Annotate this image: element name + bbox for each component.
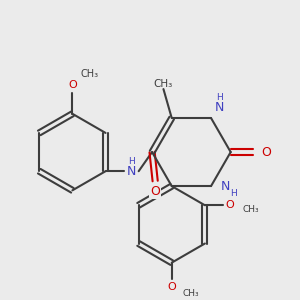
Text: N: N [221,180,230,193]
Text: O: O [261,146,271,159]
Text: CH₃: CH₃ [182,289,199,298]
Text: H: H [230,189,237,198]
Text: O: O [167,283,176,292]
Text: O: O [225,200,234,210]
Text: O: O [150,185,160,198]
Text: CH₃: CH₃ [242,205,259,214]
Text: H: H [216,93,223,102]
Text: H: H [128,158,135,166]
Text: N: N [214,101,224,114]
Text: O: O [68,80,77,90]
Text: N: N [127,165,136,178]
Text: CH₃: CH₃ [81,70,99,80]
Text: CH₃: CH₃ [154,79,173,89]
